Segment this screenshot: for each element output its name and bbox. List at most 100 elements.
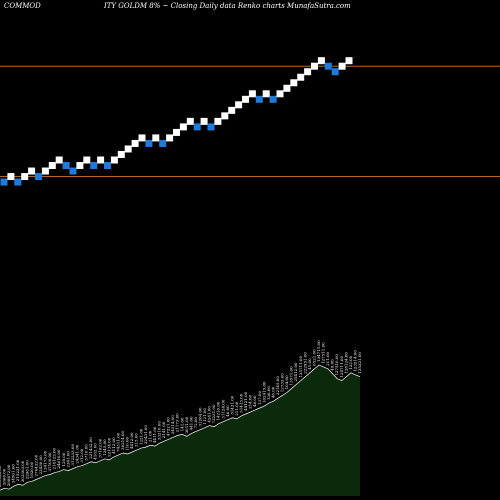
renko-brick: [21, 173, 29, 181]
renko-brick: [248, 90, 256, 98]
renko-brick: [124, 145, 132, 153]
volume-label: 222951.00: [302, 352, 307, 374]
volume-label: 214122.00: [52, 447, 57, 469]
renko-brick: [90, 162, 98, 170]
volume-label: 4102.00: [93, 443, 98, 460]
renko-brick: [104, 162, 111, 170]
volume-label: 215.00: [134, 433, 139, 447]
renko-brick: [41, 167, 49, 175]
renko-brick: [317, 57, 325, 65]
volume-label: 22134.00: [106, 437, 111, 457]
volume-labels: 305923.00 2060.00 208672.00 34501.00 215231.…: [0, 340, 362, 487]
renko-brick: [193, 123, 201, 131]
renko-brick: [166, 134, 174, 142]
volume-label: 215231.00: [15, 459, 20, 481]
volume-label: 1221.00: [138, 428, 143, 445]
volume-label: 4412.00: [129, 432, 134, 449]
volume-label: 3611.00: [184, 416, 189, 433]
volume-label: 32145.00: [275, 376, 280, 396]
volume-label: 72.00: [193, 417, 198, 429]
volume-label: 124173.00: [43, 450, 48, 472]
volume-label: 135321.00: [357, 352, 362, 374]
renko-brick: [276, 90, 284, 98]
volume-label: 123.00: [348, 355, 353, 369]
volume-label: 2060.00: [2, 468, 7, 485]
renko-brick: [62, 162, 70, 170]
renko-brick: [145, 139, 153, 147]
renko-bricks: [0, 57, 353, 186]
volume-label: 72231.00: [211, 404, 216, 424]
volume-label: 21.00: [147, 430, 152, 442]
volume-label: 136.00: [266, 386, 271, 400]
renko-brick: [97, 156, 105, 164]
volume-label: 31124.00: [220, 399, 225, 419]
volume-label: 37100.00: [47, 452, 52, 472]
volume-label: 33210.00: [156, 421, 161, 441]
volume-label: 24341.00: [74, 444, 79, 464]
renko-brick: [269, 95, 277, 103]
volume-label: 2341.00: [65, 451, 70, 468]
volume-label: 135711.00: [298, 356, 303, 378]
volume-label: 46.00: [270, 386, 275, 398]
volume-label: 2141.00: [161, 421, 166, 438]
renko-brick: [48, 162, 56, 170]
renko-brick: [221, 112, 229, 120]
renko-brick: [324, 62, 332, 70]
renko-brick: [186, 117, 194, 125]
volume-label: 31413.00: [239, 393, 244, 413]
volume-label: 129.00: [61, 452, 66, 466]
renko-brick: [83, 156, 91, 164]
renko-brick: [207, 123, 215, 131]
renko-brick: [159, 139, 167, 147]
renko-brick: [290, 79, 298, 87]
volume-label: 44121.00: [243, 391, 248, 411]
renko-brick: [28, 167, 36, 175]
volume-label: 14216.00: [216, 401, 221, 421]
volume-label: 127511.00: [321, 342, 326, 364]
volume-label: 134711.00: [316, 340, 321, 362]
volume-label: 4411.00: [152, 426, 157, 443]
renko-brick: [262, 90, 270, 98]
volume-label: 34501.00: [11, 464, 16, 484]
volume-label: 303303.00: [20, 460, 25, 482]
volume-label: 37162.00: [97, 438, 102, 458]
volume-label: 22961.00: [24, 460, 29, 480]
volume-label: 74311.00: [115, 432, 120, 452]
volume-label: 102415.00: [261, 381, 266, 403]
volume-label: 127510.00: [334, 354, 339, 376]
renko-brick: [297, 73, 305, 81]
renko-brick: [235, 101, 243, 109]
renko-brick: [173, 128, 180, 136]
renko-brick: [242, 95, 249, 103]
volume-label: 221432.00: [88, 437, 93, 459]
volume-label: 12733.00: [280, 373, 285, 393]
volume-label: 46.00: [252, 395, 257, 407]
volume-label: 214.00: [248, 394, 253, 408]
renko-brick: [138, 134, 146, 142]
volume-label: 312.00: [79, 448, 84, 462]
volume-label: 1920.00: [29, 461, 34, 478]
volume-label: 211.00: [234, 401, 239, 415]
volume-label: 208672.00: [6, 464, 11, 486]
volume-label: 137.00: [257, 391, 262, 405]
volume-label: 46.00: [225, 405, 230, 417]
volume-label: 47221.00: [166, 417, 171, 437]
volume-label: 441.00: [188, 416, 193, 430]
volume-label: 13571.00: [289, 366, 294, 386]
renko-brick: [69, 167, 77, 175]
header-left: COMMOD: [4, 2, 41, 10]
volume-label: 49.00: [330, 359, 335, 371]
volume-label: 32431.00: [143, 425, 148, 445]
volume-label: 1245.00: [102, 439, 107, 456]
volume-label: 305923.00: [0, 465, 2, 487]
renko-brick: [255, 95, 263, 103]
volume-label: 141.00: [179, 417, 184, 431]
renko-brick: [179, 123, 187, 131]
volume-label: 36214.00: [120, 430, 125, 450]
volume-label: 31264.00: [198, 407, 203, 427]
renko-brick: [338, 62, 346, 70]
volume-label: 25412.00: [293, 362, 298, 382]
volume-fill: [0, 364, 360, 496]
volume-area: [0, 364, 361, 496]
